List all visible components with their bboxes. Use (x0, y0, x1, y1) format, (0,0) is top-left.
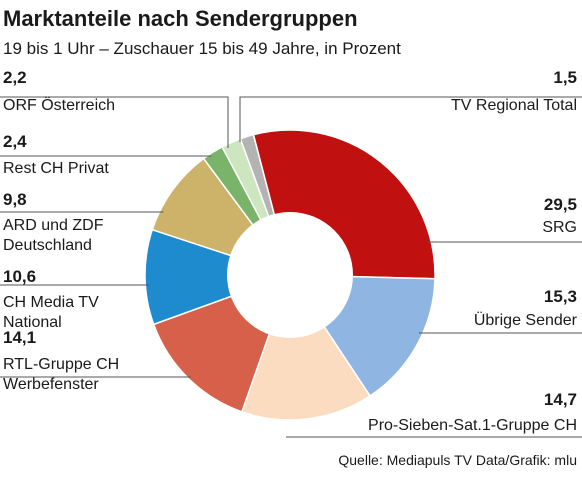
category-label-4-1: National (3, 314, 62, 331)
value-label-1: 15,3 (544, 287, 577, 306)
slice-labels: 29,5 SRG 15,3 Übrige Sender 14,7 Pro-Sieben-S… (3, 68, 578, 434)
leader-lines (0, 96, 582, 438)
chart-title: Marktanteile nach Sendergruppen (3, 6, 358, 31)
value-label-8: 1,5 (553, 68, 577, 87)
leader-line-7 (0, 96, 229, 148)
value-label-4: 10,6 (3, 267, 36, 286)
value-label-6: 2,4 (3, 132, 27, 151)
category-label-1: Übrige Sender (474, 311, 578, 329)
value-label-0: 29,5 (544, 195, 577, 214)
category-label-2: Pro-Sieben-Sat.1-Gruppe CH (368, 417, 577, 434)
chart-subtitle: 19 bis 1 Uhr – Zuschauer 15 bis 49 Jahre… (3, 39, 401, 58)
value-label-2: 14,7 (544, 390, 577, 409)
category-label-5-1: Deutschland (3, 237, 92, 254)
leader-line-8 (239, 96, 582, 143)
category-label-3: RTL-Gruppe CH (3, 356, 119, 373)
donut-hole (227, 212, 353, 338)
category-label-0: SRG (542, 219, 577, 236)
value-label-3: 14,1 (3, 328, 36, 347)
category-label-7: ORF Österreich (3, 96, 115, 114)
category-label-6: Rest CH Privat (3, 160, 109, 177)
category-label-8: TV Regional Total (451, 97, 577, 114)
value-label-5: 9,8 (3, 190, 27, 209)
source-note: Quelle: Mediapuls TV Data/Grafik: mlu (338, 452, 577, 468)
value-label-7: 2,2 (3, 68, 27, 87)
slice-4 (144, 228, 293, 326)
slice-2 (240, 273, 372, 421)
category-label-5: ARD und ZDF (3, 217, 104, 234)
category-label-4: CH Media TV (3, 294, 99, 311)
category-label-3-1: Werbefenster (3, 376, 99, 393)
